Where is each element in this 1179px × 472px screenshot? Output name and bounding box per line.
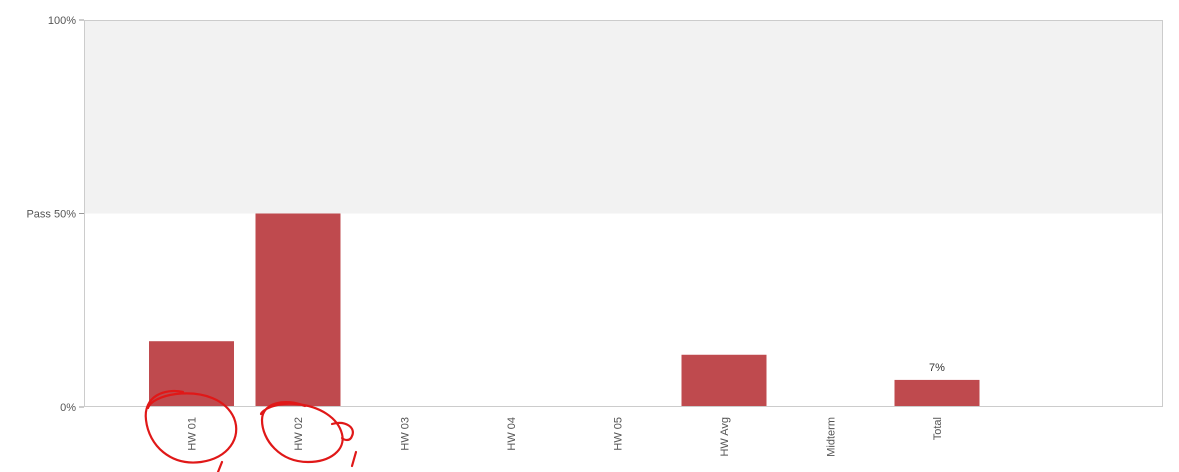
bar-total xyxy=(894,379,980,407)
plot-frame xyxy=(84,20,1163,407)
annotation-circle-hw01 xyxy=(144,390,238,464)
x-tick-label: HW 05 xyxy=(613,417,625,451)
x-tick-label: Midterm xyxy=(826,417,838,457)
pass-zone-band xyxy=(84,20,1163,214)
x-tick-label: HW 01 xyxy=(187,417,199,451)
y-tick-label: Pass 50% xyxy=(26,209,76,221)
y-tick-label: 0% xyxy=(60,402,76,414)
annotation-tail-hw01 xyxy=(216,460,224,472)
data-labels: 7% xyxy=(929,362,945,374)
bar-hw-02 xyxy=(255,213,341,407)
hand-drawn-annotations xyxy=(144,390,358,472)
bars xyxy=(149,213,980,407)
annotation-tail-hw02 xyxy=(350,450,358,468)
annotation-hook-hw02 xyxy=(330,421,354,442)
y-tick-label: 100% xyxy=(48,15,76,27)
x-axis: HW 01 HW 02 HW 03 HW 04 HW 05 HW Avg Midterm To… xyxy=(187,417,945,457)
annotation-circle-hw02 xyxy=(259,401,344,464)
x-tick-label: HW 02 xyxy=(293,417,305,451)
bar-hw-avg xyxy=(681,354,767,407)
x-tick-label: HW 04 xyxy=(506,417,518,451)
data-label: 7% xyxy=(929,362,945,374)
x-tick-label: Total xyxy=(932,417,944,440)
y-axis: 0% Pass 50% 100% xyxy=(26,15,84,414)
x-tick-label: HW Avg xyxy=(719,417,731,457)
x-tick-label: HW 03 xyxy=(400,417,412,451)
